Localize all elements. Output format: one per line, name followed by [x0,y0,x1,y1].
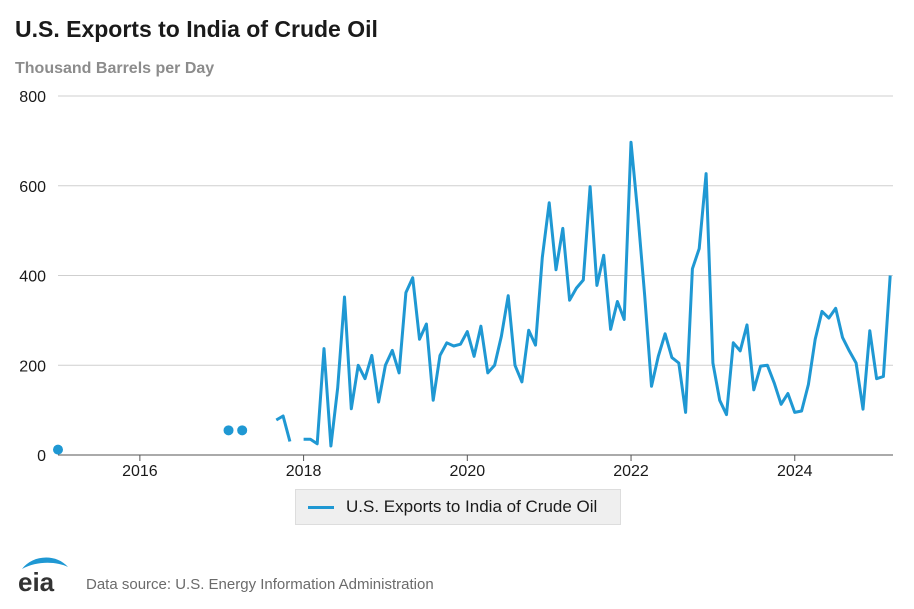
y-tick-label: 0 [37,448,46,465]
data-point [223,425,234,436]
eia-logo-icon: eia [18,557,68,595]
x-tick-label: 2022 [613,463,649,480]
y-tick-label: 400 [19,269,46,286]
y-tick-labels: 0 200 400 600 800 [19,89,46,465]
x-tick-label: 2024 [777,463,813,480]
y-tick-label: 600 [19,179,46,196]
svg-text:eia: eia [18,567,55,595]
data-point [237,425,248,436]
x-tick-labels: 2016 2018 2020 2022 2024 [122,463,813,480]
chart-title: U.S. Exports to India of Crude Oil [15,16,378,42]
series-line-segment [275,414,292,442]
series-u-s-exports-to-india [53,140,892,455]
y-tick-label: 200 [19,358,46,375]
x-tick-label: 2018 [286,463,322,480]
data-point [53,444,63,455]
series-line-segment [303,140,892,448]
x-tick-label: 2020 [450,463,486,480]
x-tick-label: 2016 [122,463,158,480]
data-source-note: Data source: U.S. Energy Information Adm… [86,576,434,593]
grid-lines [58,95,893,461]
legend-label: U.S. Exports to India of Crude Oil [346,497,598,516]
y-axis-unit-label: Thousand Barrels per Day [15,60,215,77]
y-tick-label: 800 [19,89,46,106]
legend-swatch [308,505,334,509]
legend[interactable]: U.S. Exports to India of Crude Oil [295,489,621,525]
